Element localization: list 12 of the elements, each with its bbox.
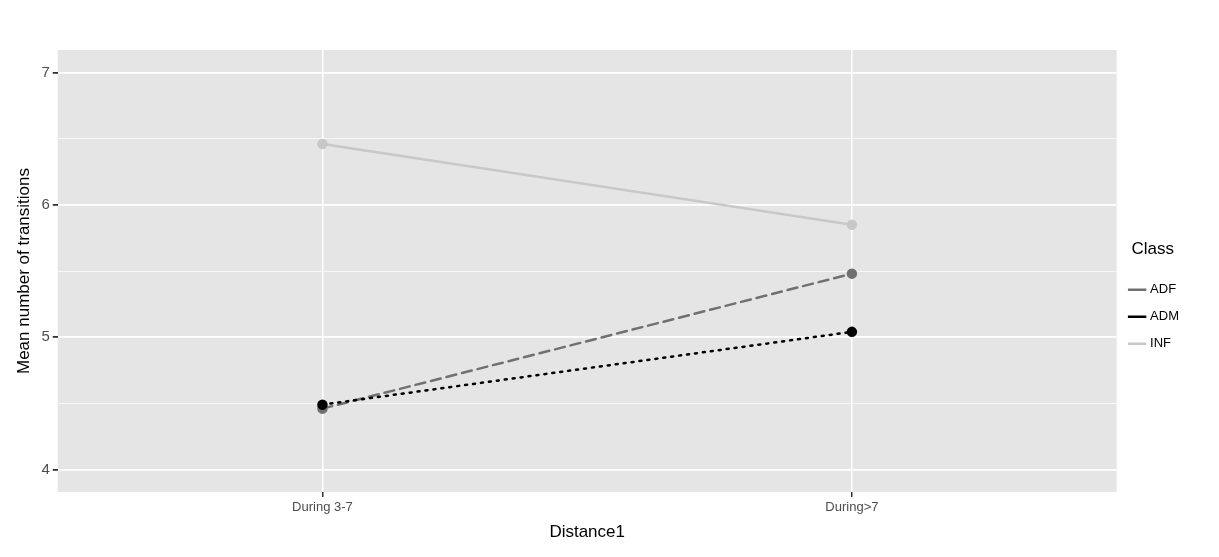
x-axis-title: Distance1 — [549, 522, 625, 542]
legend-title: Class — [1131, 238, 1175, 258]
y-tick-label: 4 — [41, 459, 50, 477]
legend-label: ADM — [1150, 308, 1179, 324]
x-tick-label: During 3-7 — [292, 499, 353, 515]
y-tick-label: 7 — [41, 62, 50, 80]
legend-label: INF — [1150, 335, 1172, 351]
y-tick-label: 6 — [41, 194, 50, 212]
legend-label: ADF — [1150, 281, 1177, 297]
x-tick-label: During>7 — [825, 499, 879, 515]
y-tick-label: 5 — [41, 327, 50, 345]
y-axis-title: Mean number of transitions — [13, 168, 33, 374]
